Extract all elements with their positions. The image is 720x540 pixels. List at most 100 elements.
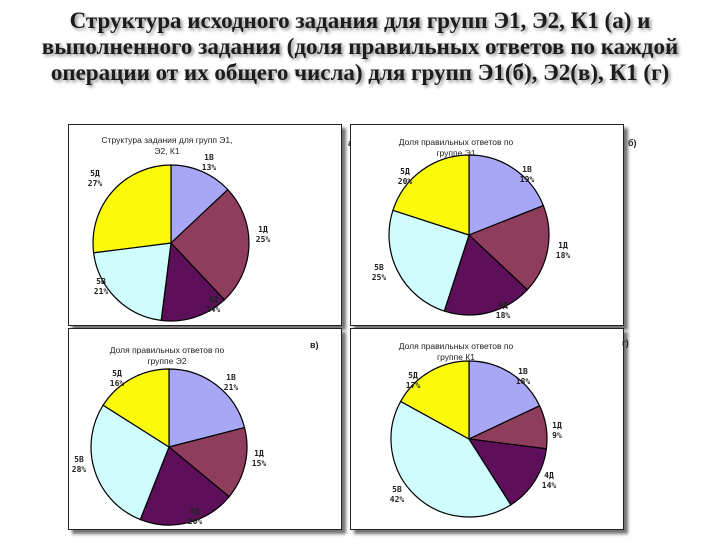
slice-label-a-3: 5В 21% <box>81 277 121 297</box>
panel-label-v: в) <box>310 340 319 350</box>
pie-slice-v-0 <box>168 368 246 448</box>
chart-title-g: Доля правильных ответов по группе К1 <box>381 341 531 363</box>
slice-value: 16% <box>109 379 125 388</box>
slice-name: 1Д <box>552 421 562 430</box>
chart-title-a: Структура задания для групп Э1, Э2, К1 <box>77 135 257 157</box>
slice-label-v-4: 5Д 16% <box>97 369 137 389</box>
slice-value: 27% <box>87 179 103 188</box>
pie-slice-b-4 <box>392 154 470 236</box>
chart-title-b: Доля правильных ответов по группе Э1 <box>381 137 531 159</box>
chart-title-line: группе Э2 <box>147 356 187 366</box>
slice-label-b-4: 5Д 20% <box>385 167 425 187</box>
slice-value: 25% <box>371 273 387 282</box>
slice-name: 5Д <box>408 371 418 380</box>
pie-slice-b-2 <box>443 233 529 316</box>
slice-label-g-3: 5В 42% <box>377 485 417 505</box>
pie-slice-v-4 <box>102 368 170 449</box>
slice-value: 18% <box>515 377 531 386</box>
chart-title-line: группе Э1 <box>436 148 476 158</box>
slice-value: 14% <box>205 305 221 314</box>
pie-chart-b <box>388 154 550 316</box>
chart-title-line: группе К1 <box>437 352 475 362</box>
slice-value: 21% <box>223 383 239 392</box>
chart-panel-v: Доля правильных ответов по группе Э2 1В 21%… <box>68 328 342 530</box>
slice-name: 5Д <box>90 169 100 178</box>
pie-slice-g-3 <box>390 400 512 518</box>
pie-slice-v-1 <box>167 426 248 498</box>
slice-label-b-2: 4Д 18% <box>483 301 523 321</box>
slice-label-g-1: 1Д 9% <box>537 421 577 441</box>
slice-name: 1Д <box>254 449 264 458</box>
chart-title-line: Доля правильных ответов по <box>398 137 514 147</box>
slice-name: 1В <box>518 367 528 376</box>
slice-value: 42% <box>389 495 405 504</box>
pie-slice-a-3 <box>92 242 172 322</box>
slice-label-v-3: 5В 28% <box>59 455 99 475</box>
slice-label-v-2: 4Д 20% <box>175 507 215 527</box>
slice-value: 19% <box>519 175 535 184</box>
chart-panel-g: Доля правильных ответов по группе К1 1В 18%… <box>350 328 624 530</box>
chart-panel-a: Структура задания для групп Э1, Э2, К1 1В 1… <box>68 124 342 326</box>
slice-name: 5В <box>96 277 106 286</box>
slice-value: 9% <box>552 431 562 440</box>
slice-value: 20% <box>397 177 413 186</box>
slice-name: 5В <box>74 455 84 464</box>
slice-label-g-0: 1В 18% <box>503 367 543 387</box>
pie-chart-g <box>390 360 548 518</box>
chart-title-v: Доля правильных ответов по группе Э2 <box>77 345 257 367</box>
slice-value: 20% <box>187 517 203 526</box>
chart-title-line: Структура задания для групп Э1, <box>101 135 233 145</box>
pie-slice-v-2 <box>139 446 230 526</box>
page-title: Структура исходного задания для групп Э1… <box>41 8 679 85</box>
pie-slice-g-0 <box>468 360 541 440</box>
slice-name: 1В <box>522 165 532 174</box>
panel-label-g: г) <box>622 338 629 348</box>
pie-chart-v <box>90 368 248 526</box>
slice-name: 5В <box>392 485 402 494</box>
slice-label-b-1: 1Д 18% <box>543 241 583 261</box>
slice-label-g-2: 4Д 14% <box>529 471 569 491</box>
slice-value: 28% <box>71 465 87 474</box>
pie-slice-b-3 <box>388 209 470 312</box>
slice-value: 17% <box>405 381 421 390</box>
pie-slice-a-2 <box>160 241 226 322</box>
panel-label-b: б) <box>628 138 637 148</box>
slice-value: 18% <box>555 251 571 260</box>
slice-label-a-4: 5Д 27% <box>75 169 115 189</box>
slice-name: 1Д <box>558 241 568 250</box>
slice-value: 21% <box>93 287 109 296</box>
pie-slice-b-0 <box>468 154 545 236</box>
slice-name: 5Д <box>400 167 410 176</box>
pie-slice-a-4 <box>92 164 172 254</box>
chart-title-line: Доля правильных ответов по <box>109 345 225 355</box>
pie-slice-g-4 <box>399 360 470 441</box>
slice-label-a-2: 4Д 14% <box>193 295 233 315</box>
slice-name: 1В <box>204 153 214 162</box>
slice-name: 4Д <box>208 295 218 304</box>
slice-value: 14% <box>541 481 557 490</box>
pie-slice-a-0 <box>170 164 229 245</box>
pie-slice-b-1 <box>467 204 550 291</box>
slice-label-b-3: 5В 25% <box>359 263 399 283</box>
pie-slice-g-2 <box>467 438 548 506</box>
slice-label-v-0: 1В 21% <box>211 373 251 393</box>
slice-name: 5В <box>374 263 384 272</box>
chart-title-line: Э2, К1 <box>154 146 180 156</box>
slice-value: 25% <box>255 235 271 244</box>
slice-name: 5Д <box>112 369 122 378</box>
slice-name: 1В <box>226 373 236 382</box>
chart-panel-b: Доля правильных ответов по группе Э1 1В 19%… <box>350 124 624 326</box>
slice-name: 4Д <box>544 471 554 480</box>
pie-chart-a <box>92 164 250 322</box>
slice-name: 4Д <box>190 507 200 516</box>
slice-value: 15% <box>251 459 267 468</box>
slice-label-v-1: 1Д 15% <box>239 449 279 469</box>
slice-label-b-0: 1В 19% <box>507 165 547 185</box>
slice-label-a-1: 1Д 25% <box>243 225 283 245</box>
slice-value: 13% <box>201 163 217 172</box>
slice-name: 1Д <box>258 225 268 234</box>
slice-value: 18% <box>495 311 511 320</box>
chart-title-line: Доля правильных ответов по <box>398 341 514 351</box>
pie-slice-a-1 <box>170 188 250 301</box>
pie-slice-v-3 <box>90 404 170 521</box>
